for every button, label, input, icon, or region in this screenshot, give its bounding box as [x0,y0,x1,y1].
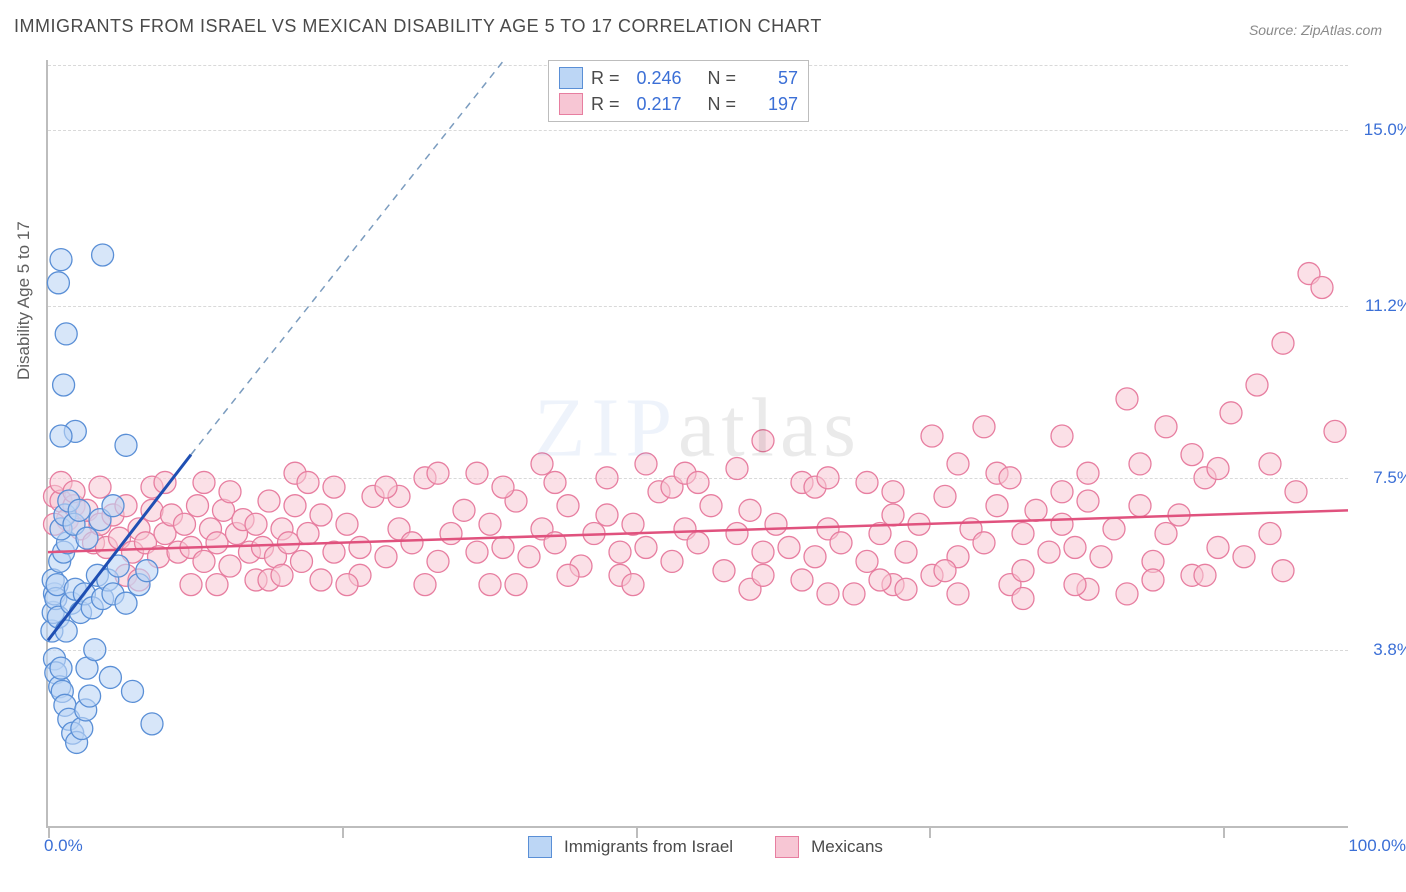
y-tick-label: 11.2% [1365,296,1406,316]
x-tick [342,826,344,838]
legend-r-mexican: 0.217 [628,91,682,117]
plot-area: ZIPatlas 3.8% 7.5% 11.2% 15.0% 0.0% 100.… [46,60,1348,828]
swatch-mexican-icon [559,93,583,115]
y-tick-label: 15.0% [1364,120,1406,140]
series-israel [41,244,163,753]
legend-n-label: N = [708,91,737,117]
legend-n-mexican: 197 [744,91,798,117]
legend-r-label: R = [591,91,620,117]
source-attribution: Source: ZipAtlas.com [1249,22,1382,38]
correlation-legend: R = 0.246 N = 57 R = 0.217 N = 197 [548,60,809,122]
x-tick [1223,826,1225,838]
scatter-svg [48,60,1348,826]
series-label-mexican: Mexicans [811,837,883,857]
y-tick-label: 3.8% [1373,640,1406,660]
swatch-israel-icon [559,67,583,89]
swatch-mexican-icon [775,836,799,858]
legend-n-israel: 57 [744,65,798,91]
x-tick-label-right: 100.0% [1348,836,1406,856]
swatch-israel-icon [528,836,552,858]
y-tick-label: 7.5% [1373,468,1406,488]
series-label-israel: Immigrants from Israel [564,837,733,857]
legend-n-label: N = [708,65,737,91]
series-legend: Immigrants from Israel Mexicans [528,836,883,858]
x-tick-label-left: 0.0% [44,836,83,856]
legend-r-israel: 0.246 [628,65,682,91]
legend-row-mexican: R = 0.217 N = 197 [559,91,798,117]
y-axis-label: Disability Age 5 to 17 [14,221,34,380]
series-mexican [44,263,1347,610]
legend-row-israel: R = 0.246 N = 57 [559,65,798,91]
chart-title: IMMIGRANTS FROM ISRAEL VS MEXICAN DISABI… [14,16,822,37]
legend-r-label: R = [591,65,620,91]
x-tick [929,826,931,838]
